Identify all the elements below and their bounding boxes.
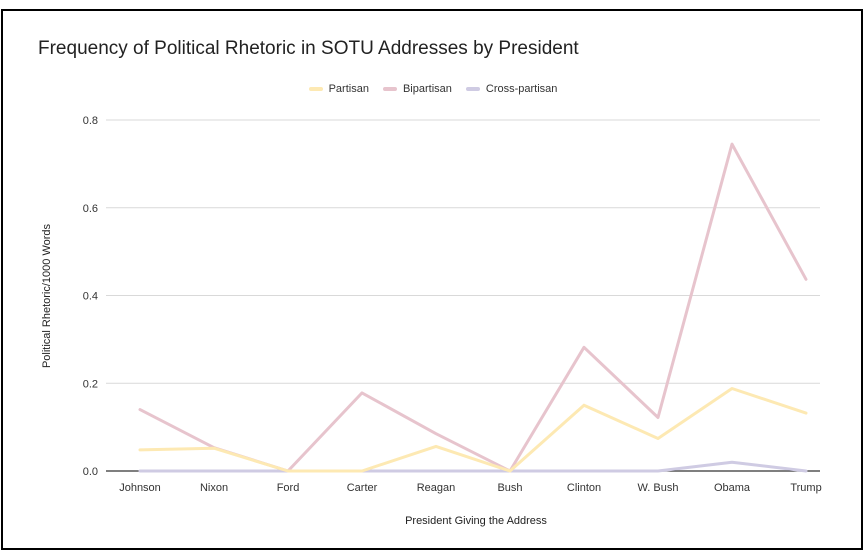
x-tick-label: Reagan [417, 482, 456, 494]
series-lines [140, 144, 806, 471]
y-tick-label: 0.6 [83, 203, 98, 215]
gridlines [106, 120, 820, 471]
x-tick-label: Obama [714, 482, 751, 494]
x-tick-label: Bush [497, 482, 522, 494]
x-tick-label: Ford [277, 482, 300, 494]
series-line-cross-partisan[interactable] [140, 462, 806, 471]
x-tick-label: Clinton [567, 482, 601, 494]
series-line-bipartisan[interactable] [140, 144, 806, 471]
y-tick-label: 0.4 [83, 291, 98, 303]
y-tick-label: 0.0 [83, 466, 98, 478]
x-tick-label: Johnson [119, 482, 161, 494]
x-tick-label: Trump [790, 482, 821, 494]
x-tick-label: Carter [347, 482, 378, 494]
x-axis-title: President Giving the Address [405, 515, 547, 527]
y-axis-title: Political Rhetoric/1000 Words [41, 223, 53, 368]
y-tick-label: 0.2 [83, 378, 98, 390]
y-axis-ticks: 0.0 0.2 0.4 0.6 0.8 [83, 115, 98, 478]
x-tick-label: W. Bush [638, 482, 679, 494]
series-line-partisan[interactable] [140, 389, 806, 472]
x-tick-label: Nixon [200, 482, 228, 494]
y-tick-label: 0.8 [83, 115, 98, 127]
x-axis-ticks: Johnson Nixon Ford Carter Reagan Bush Clinton W… [119, 482, 821, 494]
